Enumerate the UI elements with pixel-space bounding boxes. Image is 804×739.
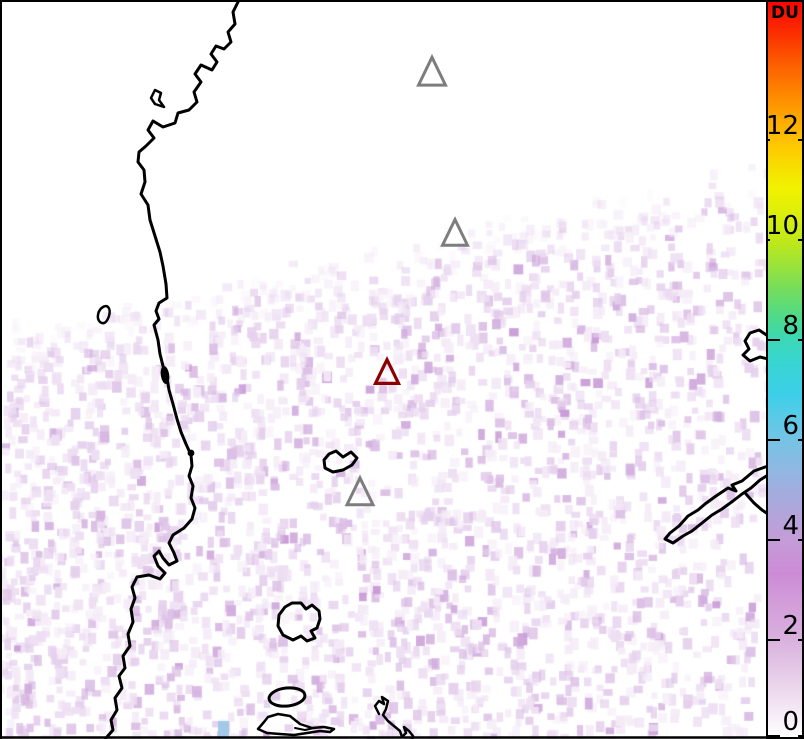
noise-pixel-layer bbox=[2, 2, 766, 739]
colorbar-tick bbox=[768, 639, 780, 641]
lake-central bbox=[322, 449, 359, 474]
lake-east-upper bbox=[741, 328, 766, 363]
colorbar-tick bbox=[798, 439, 802, 441]
volcano-marker bbox=[344, 474, 376, 507]
colorbar-tick-label: 12 bbox=[765, 111, 799, 141]
colorbar-tick bbox=[768, 139, 770, 141]
small-island-north bbox=[149, 88, 166, 109]
colorbar-tick-label: 8 bbox=[782, 311, 799, 341]
coastal-dot bbox=[187, 449, 195, 457]
volcano-markers-layer bbox=[344, 53, 470, 507]
colorbar-tick bbox=[798, 239, 802, 241]
coastline-layer bbox=[2, 2, 766, 739]
colorbar-tick-label: 0 bbox=[782, 707, 799, 737]
lake-south bbox=[276, 601, 322, 643]
colorbar-tick bbox=[798, 735, 802, 737]
colorbar-tick bbox=[768, 539, 780, 541]
colorbar-tick-label: 4 bbox=[782, 511, 799, 541]
colorbar-tick bbox=[768, 439, 780, 441]
lake-east-lower-arm bbox=[744, 492, 766, 515]
island-bottom bbox=[256, 712, 336, 737]
volcano-marker bbox=[440, 216, 470, 247]
colorbar-tick-label: 10 bbox=[765, 211, 799, 241]
colorbar-tick bbox=[798, 639, 802, 641]
colorbar-tick bbox=[768, 339, 780, 341]
small-island-offshore bbox=[96, 304, 111, 325]
island-bottom-detail bbox=[294, 727, 315, 731]
map-area bbox=[0, 0, 766, 739]
colorbar-tick bbox=[798, 139, 802, 141]
volcano-marker bbox=[416, 53, 448, 87]
coastal-lagoon-blob bbox=[160, 366, 170, 384]
colorbar-unit-label: DU bbox=[771, 3, 799, 23]
oval-lake-south bbox=[267, 686, 307, 708]
colorbar-gradient: DU 12 10 8 6 4 2 0 bbox=[765, 2, 802, 737]
colorbar-tick-label: 2 bbox=[782, 611, 799, 641]
colorbar-tick bbox=[768, 239, 770, 241]
colorbar: DU 12 10 8 6 4 2 0 bbox=[766, 0, 804, 739]
colorbar-tick-label: 6 bbox=[782, 411, 799, 441]
colorbar-tick bbox=[798, 339, 802, 341]
channel-bottom-right bbox=[373, 695, 415, 739]
lake-east-lower bbox=[663, 465, 766, 545]
colorbar-tick bbox=[798, 539, 802, 541]
volcano-marker bbox=[372, 355, 402, 385]
colorbar-tick bbox=[768, 735, 780, 737]
